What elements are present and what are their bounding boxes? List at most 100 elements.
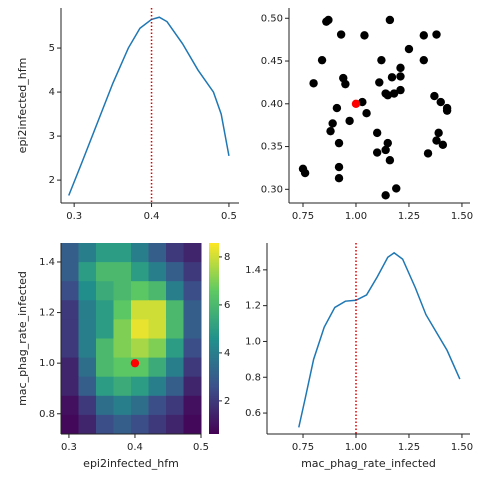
x-tick-label: 0.3 [61, 442, 77, 453]
heat-cell [131, 262, 149, 282]
heat-cell [183, 243, 202, 263]
point [396, 85, 405, 95]
heat-cell [96, 395, 114, 416]
heat-cell [96, 414, 114, 435]
heat-cell [61, 338, 79, 359]
y-tick-label: 2 [49, 175, 55, 186]
x-axis-label: epi2infected_hfm [83, 457, 179, 470]
heat-cell [148, 281, 167, 301]
point [336, 30, 346, 39]
y-tick-label: 1.4 [39, 257, 55, 268]
x-tick-label: 1.50 [451, 211, 473, 222]
point [432, 30, 441, 39]
y-tick-label: 0.8 [245, 372, 261, 383]
heat-cell [183, 338, 202, 359]
kde-line [68, 16, 230, 196]
point [419, 31, 428, 40]
heat-cell [166, 357, 184, 378]
heat-cell [148, 319, 167, 339]
heat-cell [113, 243, 132, 263]
point [381, 145, 390, 155]
heat-cell [78, 357, 97, 378]
heat-cell [61, 414, 79, 435]
heat-cell [148, 414, 167, 435]
point [328, 119, 337, 128]
point [389, 89, 399, 98]
kde-line [298, 251, 461, 428]
heat-cell [113, 281, 132, 301]
point [423, 149, 433, 158]
point [404, 44, 414, 54]
y-tick-label: 1.4 [245, 265, 261, 276]
point [334, 162, 344, 172]
y-tick-label: 1.2 [39, 308, 55, 319]
point [385, 156, 395, 165]
heat-cell [96, 300, 114, 320]
point [434, 128, 443, 138]
point [332, 103, 342, 113]
heat-cell [61, 376, 79, 397]
heat-cell [96, 319, 114, 339]
heat-cell [131, 300, 149, 320]
point [326, 126, 335, 136]
heat-cell [166, 281, 184, 301]
heat-cell [113, 338, 132, 359]
point [377, 55, 386, 65]
heat-cell [166, 414, 184, 435]
heat-cell [183, 376, 202, 397]
heat-cell [166, 262, 184, 282]
heat-cell [96, 338, 114, 359]
heat-cell [166, 376, 184, 397]
point [341, 79, 350, 89]
point [392, 184, 401, 193]
point [372, 128, 382, 138]
point [334, 173, 344, 183]
y-tick-label: 0.30 [261, 184, 283, 195]
point [438, 140, 448, 150]
y-tick-label: 0.35 [261, 142, 283, 153]
x-tick-label: 0.3 [66, 211, 82, 222]
x-axis-label: mac_phag_rate_infected [301, 457, 436, 470]
y-tick-label: 4 [49, 87, 55, 98]
y-tick-label: 0.6 [245, 408, 261, 419]
point [345, 116, 354, 126]
heat-cell [148, 376, 167, 397]
heat-cell [183, 300, 202, 320]
y-tick-label: 5 [49, 43, 55, 54]
colorbar-tick-label: 2 [224, 396, 230, 407]
heat-cell [96, 243, 114, 263]
heat-cell [78, 414, 97, 435]
point [396, 63, 405, 73]
heat-cell [61, 300, 79, 320]
heat-cell [183, 395, 202, 416]
heat-cell [113, 414, 132, 435]
point [300, 168, 310, 178]
point [436, 97, 445, 107]
y-axis-label: epi2infected_hfm [16, 58, 29, 154]
heat-cell [113, 357, 132, 378]
x-tick-label: 0.75 [292, 442, 314, 453]
x-tick-label: 1.25 [398, 211, 420, 222]
point [442, 106, 452, 115]
y-axis-label: mac_phag_rate_infected [16, 271, 29, 406]
y-tick-label: 1.0 [245, 336, 261, 347]
heat-cell [113, 376, 132, 397]
heat-cell [131, 319, 149, 339]
y-tick-label: 1.0 [39, 358, 55, 369]
point [358, 97, 367, 107]
point [309, 79, 318, 88]
x-tick-label: 0.4 [127, 442, 143, 453]
x-tick-label: 0.75 [292, 211, 314, 222]
x-tick-label: 0.4 [144, 211, 160, 222]
point [383, 138, 392, 148]
heat-cell [148, 338, 167, 359]
heat-cell [148, 262, 167, 282]
heat-cell [131, 414, 149, 435]
point [419, 55, 428, 65]
heat-cell [96, 281, 114, 301]
point [387, 73, 397, 82]
heat-cell [96, 262, 114, 282]
point [432, 136, 441, 145]
x-tick-label: 1.00 [345, 442, 367, 453]
heat-cell [166, 338, 184, 359]
